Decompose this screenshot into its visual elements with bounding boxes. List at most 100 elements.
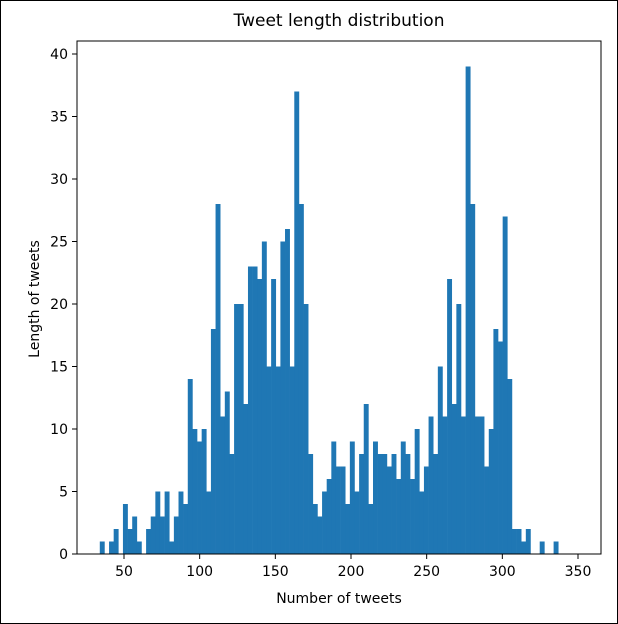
histogram-bar: [280, 241, 286, 554]
svg-text:350: 350: [565, 564, 592, 580]
histogram-bar: [159, 516, 165, 554]
histogram-bar: [335, 466, 341, 554]
histogram-bar: [373, 441, 378, 554]
histogram-bar: [99, 541, 105, 554]
histogram-bar: [507, 379, 513, 554]
histogram-bar: [433, 454, 439, 554]
svg-text:150: 150: [262, 564, 289, 580]
histogram-bar: [178, 491, 184, 554]
histogram-bar: [447, 279, 453, 554]
histogram-bar: [206, 491, 212, 554]
histogram-bar: [234, 304, 240, 554]
histogram-bar: [317, 516, 323, 554]
histogram-bar: [271, 279, 277, 554]
histogram-bar: [326, 479, 332, 554]
histogram-bar: [437, 366, 443, 554]
svg-text:35: 35: [50, 110, 68, 126]
svg-text:50: 50: [115, 564, 133, 580]
histogram-bar: [322, 491, 327, 554]
histogram-bar: [340, 466, 346, 554]
svg-text:300: 300: [489, 564, 516, 580]
histogram-bar: [136, 541, 142, 554]
svg-text:20: 20: [50, 297, 68, 313]
histogram-bar: [132, 516, 138, 554]
histogram-bar: [470, 204, 476, 554]
svg-text:25: 25: [50, 235, 68, 251]
svg-text:200: 200: [338, 564, 365, 580]
histogram-bar: [368, 504, 374, 554]
histogram-bar: [484, 466, 490, 554]
histogram-bar: [229, 454, 235, 554]
svg-text:0: 0: [59, 547, 68, 563]
histogram-bar: [488, 429, 494, 554]
histogram-bar: [349, 441, 355, 554]
x-axis-label: Number of tweets: [276, 591, 402, 607]
histogram-bar: [451, 404, 457, 554]
histogram-bar: [169, 541, 175, 554]
histogram-bar: [285, 229, 290, 554]
histogram-bar: [113, 529, 119, 554]
histogram-bar: [419, 491, 425, 554]
histogram-bar: [377, 454, 383, 554]
histogram-bar: [331, 441, 337, 554]
histogram-bar: [109, 541, 114, 554]
histogram-bar: [303, 304, 309, 554]
histogram-bar: [474, 416, 480, 554]
histogram-bar: [410, 479, 415, 554]
histogram-bar: [220, 416, 226, 554]
histogram-bar: [465, 66, 471, 554]
svg-text:5: 5: [59, 485, 68, 501]
histogram-bar: [266, 366, 272, 554]
histogram-bar: [502, 216, 508, 554]
svg-text:10: 10: [50, 422, 68, 438]
histogram-bar: [252, 266, 258, 554]
histogram-bar: [183, 504, 189, 554]
svg-text:250: 250: [413, 564, 440, 580]
svg-text:30: 30: [50, 172, 68, 188]
histogram-bar: [414, 429, 420, 554]
histogram-bar: [261, 241, 267, 554]
histogram-bar: [359, 454, 365, 554]
svg-text:100: 100: [186, 564, 213, 580]
histogram-bar: [187, 379, 193, 554]
histogram-bar: [224, 391, 230, 554]
histogram-bar: [173, 516, 179, 554]
histogram-bar: [386, 466, 392, 554]
histogram-bar: [516, 529, 522, 554]
histogram-bar: [192, 429, 198, 554]
histogram-bar: [382, 454, 388, 554]
histogram-bar: [155, 491, 161, 554]
histogram-bar: [354, 491, 360, 554]
histogram-bar: [215, 204, 221, 554]
y-axis-label: Length of tweets: [27, 240, 43, 358]
histogram-bar: [479, 416, 485, 554]
histogram-bar: [247, 266, 253, 554]
histogram-bar: [243, 404, 249, 554]
histogram-bar: [405, 454, 411, 554]
histogram-bar: [553, 541, 559, 554]
histogram-bar: [525, 529, 531, 554]
histogram-bar: [122, 504, 128, 554]
histogram-bar: [460, 416, 466, 554]
histogram-bar: [127, 529, 133, 554]
histogram-bar: [201, 429, 207, 554]
histogram-bar: [423, 466, 429, 554]
histogram-bar: [391, 454, 397, 554]
histogram-bar: [456, 304, 462, 554]
histogram-bar: [396, 479, 402, 554]
histogram-bar: [257, 279, 263, 554]
histogram-bar: [289, 366, 295, 554]
chart-title: Tweet length distribution: [233, 11, 445, 31]
histogram-bar: [498, 341, 503, 554]
histogram-bar: [294, 91, 300, 554]
histogram-bar: [164, 491, 170, 554]
histogram-bar: [363, 404, 369, 554]
histogram-bar: [345, 504, 351, 554]
histogram-bar: [150, 516, 156, 554]
histogram-bar: [308, 454, 314, 554]
histogram-bar: [238, 304, 244, 554]
histogram-bar: [400, 441, 406, 554]
histogram-bar: [298, 204, 304, 554]
